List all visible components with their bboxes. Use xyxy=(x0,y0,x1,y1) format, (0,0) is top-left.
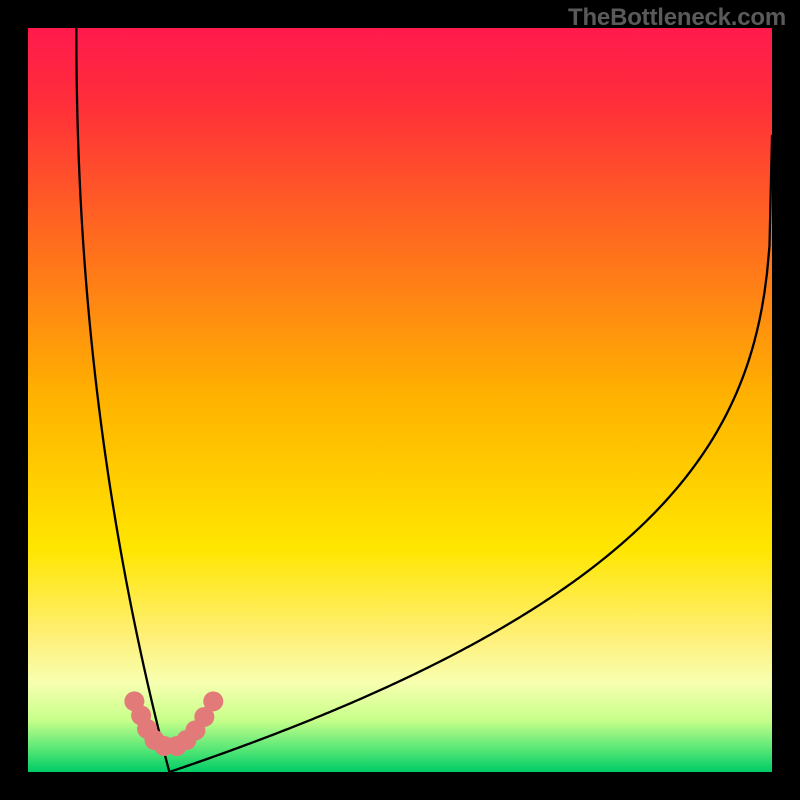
plot-background xyxy=(28,28,772,772)
chart-frame: TheBottleneck.com xyxy=(0,0,800,800)
data-marker xyxy=(203,691,223,711)
watermark-text: TheBottleneck.com xyxy=(568,4,786,32)
chart-svg xyxy=(0,0,800,800)
